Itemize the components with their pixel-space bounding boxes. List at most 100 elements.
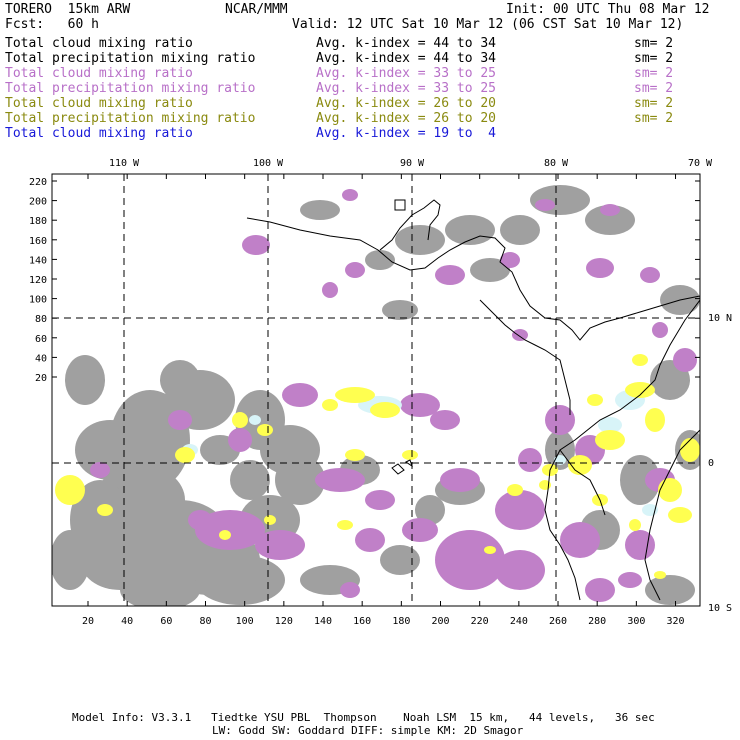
- map-frame: [51, 173, 701, 607]
- longitude-label: 110 W: [109, 158, 140, 169]
- coastline: [479, 299, 571, 415]
- yellow-cloud: [175, 447, 195, 463]
- purple-cloud: [640, 267, 660, 283]
- legend-field: Total cloud mixing ratio: [5, 96, 193, 111]
- longitude-label: 90 W: [400, 158, 425, 169]
- yellow-cloud: [629, 519, 641, 531]
- coastline: [544, 299, 700, 601]
- purple-cloud: [195, 510, 265, 550]
- gray-cloud: [645, 575, 695, 605]
- gray-cloud: [620, 455, 660, 505]
- gray-cloud: [500, 215, 540, 245]
- yellow-cloud: [587, 394, 603, 406]
- x-tick-label: 280: [588, 616, 606, 627]
- model-info-line: Model Info: V3.3.1 Tiedtke YSU PBL Thomp…: [72, 711, 655, 724]
- purple-cloud: [495, 550, 545, 590]
- cyan-cloud: [598, 417, 622, 433]
- coastline: [379, 199, 441, 251]
- axis-ticks: [52, 174, 700, 606]
- x-tick-label: 160: [353, 616, 371, 627]
- legend-sm: sm= 2: [634, 36, 674, 51]
- latitude-label: 0: [708, 458, 714, 469]
- center-name: NCAR/MMM: [225, 2, 288, 17]
- yellow-cloud: [335, 387, 375, 403]
- longitude-label: 100 W: [253, 158, 284, 169]
- purple-cloud: [435, 265, 465, 285]
- x-tick-label: 20: [82, 616, 94, 627]
- gray-cloud: [275, 455, 325, 505]
- purple-cloud: [342, 189, 358, 201]
- legend-kindex: Avg. k-index = 44 to 34: [316, 51, 497, 66]
- legend-field: Total precipitation mixing ratio: [5, 111, 256, 126]
- gray-cloud: [395, 225, 445, 255]
- legend-field: Total precipitation mixing ratio: [5, 81, 256, 96]
- coastlines: [246, 199, 700, 601]
- gray-cloud: [230, 460, 270, 500]
- lat-lon-grid: [52, 174, 700, 606]
- latitude-label: 10 S: [708, 603, 732, 614]
- yellow-cloud: [595, 430, 625, 450]
- yellow-cloud: [370, 402, 400, 418]
- yellow-cloud: [484, 546, 496, 554]
- y-tick-label: 40: [35, 353, 47, 364]
- legend-kindex: Avg. k-index = 33 to 25: [316, 66, 497, 81]
- cloud-yellow-regions: [55, 354, 700, 579]
- gray-cloud: [470, 258, 510, 282]
- yellow-cloud: [402, 450, 418, 460]
- yellow-cloud: [55, 475, 85, 505]
- y-tick-label: 80: [35, 314, 47, 325]
- gray-cloud: [365, 250, 395, 270]
- gray-cloud: [300, 200, 340, 220]
- coastline: [405, 459, 413, 468]
- purple-cloud: [340, 582, 360, 598]
- y-tick-label: 180: [29, 216, 47, 227]
- purple-cloud: [322, 282, 338, 298]
- purple-cloud: [255, 530, 305, 560]
- purple-cloud: [90, 462, 110, 478]
- purple-cloud: [545, 405, 575, 435]
- yellow-cloud: [264, 515, 276, 525]
- legend-field: Total cloud mixing ratio: [5, 126, 193, 141]
- y-tick-label: 220: [29, 177, 47, 188]
- purple-cloud: [585, 578, 615, 602]
- yellow-cloud: [345, 449, 365, 461]
- purple-cloud: [440, 468, 480, 492]
- legend-sm: sm= 2: [634, 96, 674, 111]
- gray-cloud: [382, 300, 418, 320]
- yellow-cloud: [507, 484, 523, 496]
- axis-labels: 220 200 180 160 140 120 100 80 60 40 20 20 40 60 80 100…: [29, 158, 732, 627]
- purple-cloud: [652, 322, 668, 338]
- y-tick-label: 140: [29, 255, 47, 266]
- legend-sm: sm= 2: [634, 66, 674, 81]
- purple-cloud: [560, 522, 600, 558]
- forecast-hour: Fcst: 60 h: [5, 17, 99, 32]
- y-tick-label: 160: [29, 236, 47, 247]
- longitude-label: 70 W: [688, 158, 713, 169]
- purple-cloud: [586, 258, 614, 278]
- gray-cloud: [160, 360, 200, 400]
- yellow-cloud: [322, 399, 338, 411]
- x-tick-label: 180: [392, 616, 410, 627]
- gray-cloud: [70, 480, 130, 560]
- x-tick-label: 300: [627, 616, 645, 627]
- purple-cloud: [188, 510, 212, 530]
- y-tick-label: 20: [35, 373, 47, 384]
- legend-kindex: Avg. k-index = 33 to 25: [316, 81, 497, 96]
- x-tick-label: 240: [510, 616, 528, 627]
- cloud-purple-regions: [90, 189, 697, 602]
- gray-cloud: [52, 530, 90, 590]
- coastline: [391, 463, 405, 475]
- purple-cloud: [242, 235, 270, 255]
- gray-cloud: [585, 205, 635, 235]
- purple-cloud: [435, 530, 505, 590]
- x-tick-label: 220: [471, 616, 489, 627]
- gray-cloud: [415, 495, 445, 525]
- latitude-label: 10 N: [708, 313, 732, 324]
- purple-cloud: [518, 448, 542, 472]
- yellow-cloud: [645, 408, 665, 432]
- coastline: [246, 217, 700, 341]
- yellow-cloud: [658, 478, 682, 502]
- purple-cloud: [500, 252, 520, 268]
- x-tick-label: 200: [431, 616, 449, 627]
